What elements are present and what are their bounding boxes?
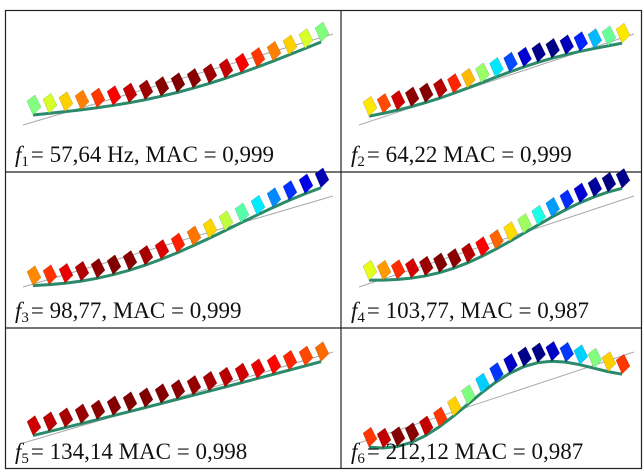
mode-drawings bbox=[23, 22, 634, 448]
blade bbox=[27, 416, 41, 436]
caption: f5= 134,14 MAC = 0,998 bbox=[15, 439, 247, 467]
mode-index: 6 bbox=[357, 451, 365, 467]
blade bbox=[59, 92, 73, 112]
caption-text: = 64,22 MAC = 0,999 bbox=[367, 142, 572, 167]
blade bbox=[75, 261, 89, 281]
caption: f3= 98,77, MAC = 0,999 bbox=[15, 298, 241, 326]
caption: f2= 64,22 MAC = 0,999 bbox=[351, 142, 572, 170]
blade bbox=[139, 80, 153, 100]
blade bbox=[560, 342, 574, 362]
mode-index: 5 bbox=[21, 451, 29, 467]
blade bbox=[419, 256, 433, 276]
blade bbox=[588, 348, 602, 368]
mode-index: 4 bbox=[357, 310, 365, 326]
caption: f4= 103,77, MAC = 0,987 bbox=[351, 298, 589, 326]
blade bbox=[75, 90, 89, 110]
caption-text: = 98,77, MAC = 0,999 bbox=[31, 298, 242, 323]
blade bbox=[107, 85, 121, 105]
blade bbox=[155, 76, 169, 96]
blade bbox=[27, 95, 41, 115]
blade bbox=[377, 93, 391, 113]
table-border bbox=[6, 11, 642, 469]
blade bbox=[43, 265, 57, 285]
blade bbox=[405, 258, 419, 278]
blade bbox=[91, 258, 105, 278]
caption-text: = 57,64 Hz, MAC = 0,999 bbox=[31, 142, 274, 167]
blade bbox=[532, 343, 546, 363]
blade bbox=[616, 168, 630, 188]
mode-index: 3 bbox=[21, 310, 29, 326]
figure: f1= 57,64 Hz, MAC = 0,999 f2= 64,22 MAC =… bbox=[0, 0, 644, 471]
blade bbox=[363, 96, 377, 116]
mode-index: 2 bbox=[357, 154, 365, 170]
caption-text: = 212,12 MAC = 0,987 bbox=[367, 439, 583, 464]
blade bbox=[602, 26, 616, 46]
blade bbox=[315, 168, 329, 188]
caption-text: = 103,77, MAC = 0,987 bbox=[367, 298, 589, 323]
blade bbox=[391, 259, 405, 279]
mode-shape-table: f1= 57,64 Hz, MAC = 0,999 f2= 64,22 MAC =… bbox=[0, 0, 644, 471]
blade bbox=[560, 35, 574, 55]
blade bbox=[43, 412, 57, 432]
caption: f1= 57,64 Hz, MAC = 0,999 bbox=[15, 142, 274, 170]
blade bbox=[315, 342, 329, 362]
blade bbox=[59, 263, 73, 283]
blade bbox=[602, 352, 616, 372]
caption-text: = 134,14 MAC = 0,998 bbox=[31, 439, 247, 464]
blade bbox=[123, 83, 137, 103]
blade bbox=[363, 260, 377, 280]
mode-index: 1 bbox=[21, 154, 29, 170]
blade bbox=[43, 93, 57, 113]
caption: f6= 212,12 MAC = 0,987 bbox=[351, 439, 583, 467]
blade bbox=[574, 345, 588, 365]
blade bbox=[616, 23, 630, 43]
blade bbox=[546, 341, 560, 361]
blade bbox=[574, 31, 588, 51]
